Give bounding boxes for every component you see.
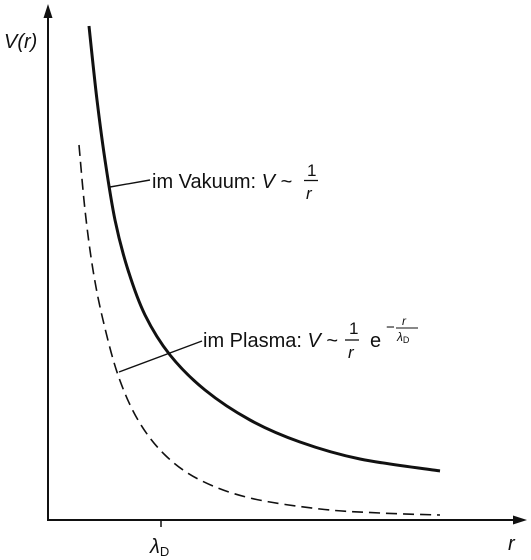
plasma-frac-num: 1 <box>349 319 358 338</box>
svg-text:im Vakuum: V ~: im Vakuum: V ~ <box>152 171 292 193</box>
plasma-exp-sign: − <box>386 319 395 336</box>
plasma-exp-den: λD <box>396 330 410 345</box>
x-axis-label: r <box>508 533 516 555</box>
svg-text:im Plasma: V ~: im Plasma: V ~ <box>203 330 338 352</box>
plasma-exp-num: r <box>402 314 407 328</box>
x-axis-arrowhead <box>513 515 527 525</box>
plasma-frac-den: r <box>348 343 355 362</box>
vacuum-frac-den: r <box>306 184 313 203</box>
vacuum-curve <box>87 25 441 473</box>
vacuum-leader-line <box>109 179 151 188</box>
y-axis-label: V(r) <box>4 31 37 53</box>
vacuum-frac-num: 1 <box>307 161 316 180</box>
y-axis-arrowhead <box>43 4 53 18</box>
plasma-exp-base: e <box>370 330 381 352</box>
plasma-leader-line <box>118 340 203 373</box>
lambda-d-tick-label: λD <box>149 536 169 559</box>
plasma-label: im Plasma: V ~ 1 r e − r λD <box>203 314 418 362</box>
plasma-curve <box>78 144 441 516</box>
vacuum-label: im Vakuum: V ~ 1 r <box>152 161 318 203</box>
